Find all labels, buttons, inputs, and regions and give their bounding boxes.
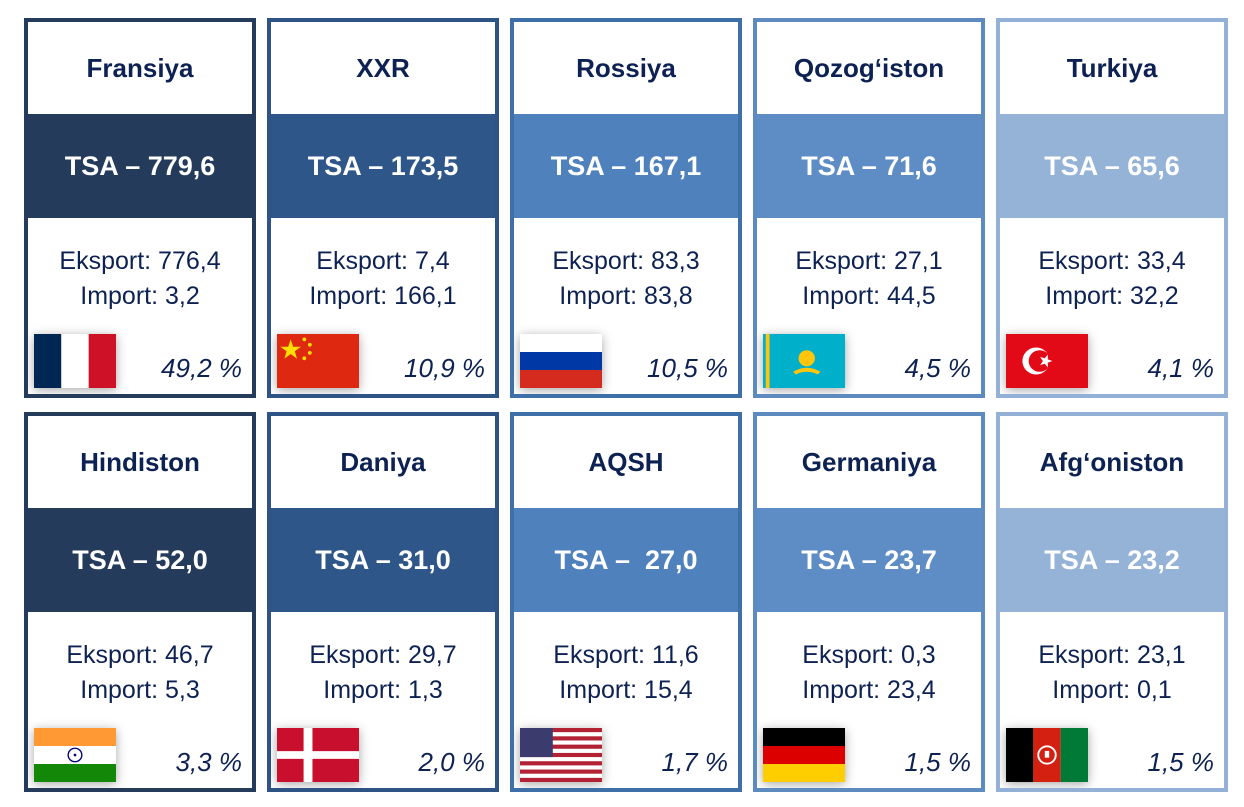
tsa-value: TSA – 65,6 [1000,114,1224,218]
import-value: Import: 1,3 [323,676,443,704]
export-value: Eksport: 776,4 [59,247,221,275]
trade-values: Eksport: 46,7 Import: 5,3 [28,638,252,708]
tsa-value: TSA – 31,0 [271,508,495,612]
trade-values: Eksport: 29,7 Import: 1,3 [271,638,495,708]
tsa-value: TSA – 779,6 [28,114,252,218]
export-value: Eksport: 11,6 [553,641,699,669]
export-value: Eksport: 7,4 [316,247,450,275]
trade-values: Eksport: 83,3 Import: 83,8 [514,244,738,314]
import-value: Import: 44,5 [802,282,936,310]
share-percent: 10,9 % [404,353,485,383]
kazakhstan-flag-icon [763,334,845,388]
card-germaniya: Germaniya TSA – 23,7 Eksport: 0,3 Import… [753,412,985,792]
card-afgoniston: Afg‘oniston TSA – 23,2 Eksport: 23,1 Imp… [996,412,1228,792]
share-percent: 3,3 % [175,747,243,777]
export-value: Eksport: 27,1 [795,247,943,275]
afghanistan-flag-icon [1006,728,1088,782]
card-fransiya: Fransiya TSA – 779,6 Eksport: 776,4 Impo… [24,18,256,398]
country-name: Afg‘oniston [1039,446,1185,477]
export-value: Eksport: 0,3 [802,641,936,669]
country-name: Qozog‘iston [793,52,945,83]
tsa-value: TSA – 52,0 [28,508,252,612]
export-value: Eksport: 33,4 [1038,247,1186,275]
tsa-value: TSA – 27,0 [514,508,738,612]
import-value: Import: 5,3 [80,676,200,704]
card-rossiya: Rossiya TSA – 167,1 Eksport: 83,3 Import… [510,18,742,398]
import-value: Import: 3,2 [80,282,200,310]
trade-values: Eksport: 27,1 Import: 44,5 [757,244,981,314]
share-percent: 49,2 % [161,353,242,383]
import-value: Import: 15,4 [559,676,693,704]
export-value: Eksport: 83,3 [552,247,700,275]
country-name: Rossiya [576,52,676,83]
share-percent: 10,5 % [647,353,728,383]
import-value: Import: 166,1 [309,282,457,310]
share-percent: 2,0 % [418,747,486,777]
india-flag-icon [34,728,116,782]
france-flag-icon [34,334,116,388]
country-name: Germaniya [801,446,937,477]
trade-values: Eksport: 7,4 Import: 166,1 [271,244,495,314]
trade-values: Eksport: 0,3 Import: 23,4 [757,638,981,708]
russia-flag-icon [520,334,602,388]
denmark-flag-icon [277,728,359,782]
share-percent: 1,7 % [661,747,729,777]
country-name: Fransiya [86,52,194,83]
export-value: Eksport: 29,7 [309,641,457,669]
card-daniya: Daniya TSA – 31,0 Eksport: 29,7 Import: … [267,412,499,792]
card-hindiston: Hindiston TSA – 52,0 Eksport: 46,7 Impor… [24,412,256,792]
country-name: XXR [356,52,410,83]
country-name: AQSH [588,446,664,477]
tsa-value: TSA – 173,5 [271,114,495,218]
share-percent: 4,1 % [1147,353,1215,383]
tsa-value: TSA – 23,7 [757,508,981,612]
trade-values: Eksport: 33,4 Import: 32,2 [1000,244,1224,314]
card-xxr: XXR TSA – 173,5 Eksport: 7,4 Import: 166… [267,18,499,398]
country-cards-grid: Fransiya TSA – 779,6 Eksport: 776,4 Impo… [24,18,1230,794]
share-percent: 1,5 % [1147,747,1215,777]
china-flag-icon [277,334,359,388]
export-value: Eksport: 23,1 [1038,641,1186,669]
trade-values: Eksport: 11,6 Import: 15,4 [514,638,738,708]
trade-values: Eksport: 776,4 Import: 3,2 [28,244,252,314]
share-percent: 1,5 % [904,747,972,777]
turkey-flag-icon [1006,334,1088,388]
germany-flag-icon [763,728,845,782]
export-value: Eksport: 46,7 [66,641,214,669]
card-qozogiston: Qozog‘iston TSA – 71,6 Eksport: 27,1 Imp… [753,18,985,398]
tsa-value: TSA – 23,2 [1000,508,1224,612]
country-name: Turkiya [1066,52,1158,83]
country-name: Daniya [340,446,426,477]
usa-flag-icon [520,728,602,782]
country-name: Hindiston [80,446,200,477]
import-value: Import: 32,2 [1045,282,1179,310]
card-turkiya: Turkiya TSA – 65,6 Eksport: 33,4 Import:… [996,18,1228,398]
share-percent: 4,5 % [904,353,972,383]
import-value: Import: 0,1 [1052,676,1172,704]
import-value: Import: 83,8 [559,282,693,310]
import-value: Import: 23,4 [802,676,936,704]
card-aqsh: AQSH TSA – 27,0 Eksport: 11,6 Import: 15… [510,412,742,792]
trade-values: Eksport: 23,1 Import: 0,1 [1000,638,1224,708]
tsa-value: TSA – 71,6 [757,114,981,218]
tsa-value: TSA – 167,1 [514,114,738,218]
